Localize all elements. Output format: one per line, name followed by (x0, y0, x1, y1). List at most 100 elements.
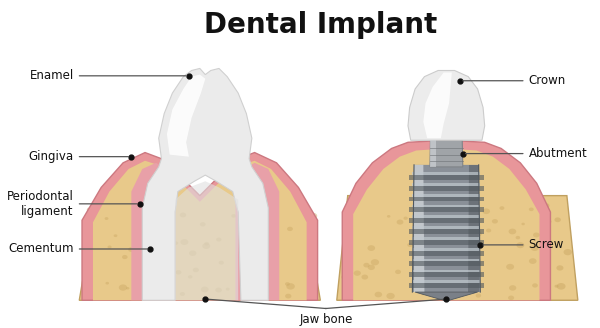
Circle shape (247, 255, 252, 259)
Circle shape (168, 253, 172, 256)
Circle shape (160, 263, 167, 268)
Circle shape (188, 275, 193, 278)
Polygon shape (414, 165, 424, 292)
Circle shape (259, 244, 266, 250)
Circle shape (182, 276, 188, 281)
Circle shape (286, 213, 293, 218)
Circle shape (214, 284, 218, 287)
Circle shape (465, 252, 472, 257)
Circle shape (271, 293, 275, 296)
Circle shape (373, 202, 379, 206)
Circle shape (395, 212, 399, 214)
Circle shape (239, 284, 244, 287)
Circle shape (181, 239, 188, 245)
Circle shape (509, 232, 518, 238)
Circle shape (425, 196, 433, 202)
Circle shape (266, 228, 271, 231)
Circle shape (376, 223, 380, 226)
Circle shape (235, 252, 242, 257)
Circle shape (242, 266, 250, 273)
Circle shape (203, 256, 206, 259)
Circle shape (509, 285, 517, 291)
Circle shape (269, 239, 276, 245)
Polygon shape (142, 69, 268, 300)
Circle shape (112, 253, 117, 256)
Circle shape (424, 265, 428, 268)
Circle shape (434, 268, 440, 273)
Circle shape (166, 289, 170, 292)
Circle shape (259, 229, 266, 234)
Circle shape (354, 271, 361, 276)
Circle shape (508, 296, 514, 300)
Circle shape (113, 234, 118, 237)
Polygon shape (430, 140, 436, 167)
Circle shape (173, 241, 178, 245)
Circle shape (279, 275, 283, 278)
Circle shape (302, 211, 310, 217)
Circle shape (260, 278, 267, 283)
Circle shape (119, 284, 127, 291)
Circle shape (449, 285, 454, 288)
Circle shape (433, 254, 436, 257)
Circle shape (439, 264, 449, 271)
Circle shape (499, 229, 508, 236)
Text: Screw: Screw (483, 238, 564, 251)
Circle shape (215, 279, 224, 286)
Polygon shape (235, 163, 279, 300)
Circle shape (142, 265, 147, 269)
Circle shape (413, 222, 416, 225)
Circle shape (258, 224, 262, 227)
Circle shape (414, 220, 420, 224)
Circle shape (517, 283, 527, 291)
Circle shape (259, 234, 267, 239)
Circle shape (529, 208, 534, 211)
Circle shape (361, 275, 368, 279)
Polygon shape (430, 140, 463, 167)
Circle shape (241, 286, 250, 293)
Circle shape (287, 227, 293, 231)
Circle shape (404, 263, 409, 266)
Circle shape (257, 237, 264, 242)
Circle shape (368, 265, 375, 270)
Circle shape (363, 195, 371, 201)
Circle shape (501, 256, 508, 262)
Circle shape (128, 267, 135, 273)
Circle shape (226, 288, 230, 291)
Circle shape (154, 213, 161, 219)
Circle shape (199, 271, 208, 278)
Circle shape (403, 265, 409, 270)
Circle shape (262, 288, 268, 293)
Circle shape (285, 282, 290, 286)
Circle shape (111, 220, 115, 223)
Circle shape (350, 234, 358, 240)
Circle shape (216, 237, 221, 242)
Circle shape (212, 269, 215, 272)
Circle shape (306, 250, 310, 254)
Circle shape (530, 210, 535, 214)
Circle shape (533, 247, 537, 250)
Circle shape (191, 272, 196, 276)
Circle shape (347, 273, 351, 276)
Circle shape (267, 217, 275, 224)
Circle shape (459, 216, 464, 220)
Circle shape (517, 275, 526, 282)
Polygon shape (175, 181, 238, 300)
Circle shape (194, 209, 201, 214)
Circle shape (86, 287, 94, 293)
Circle shape (217, 237, 221, 240)
Circle shape (126, 266, 134, 273)
Circle shape (257, 285, 266, 292)
Circle shape (364, 263, 370, 267)
Circle shape (83, 223, 90, 228)
Circle shape (529, 266, 535, 271)
Circle shape (143, 210, 148, 214)
Circle shape (556, 265, 563, 271)
Circle shape (235, 255, 243, 261)
Circle shape (257, 295, 261, 298)
Circle shape (121, 216, 130, 222)
Circle shape (469, 225, 476, 231)
Circle shape (421, 198, 431, 206)
Circle shape (474, 231, 482, 237)
Circle shape (376, 236, 380, 239)
Circle shape (244, 224, 250, 229)
